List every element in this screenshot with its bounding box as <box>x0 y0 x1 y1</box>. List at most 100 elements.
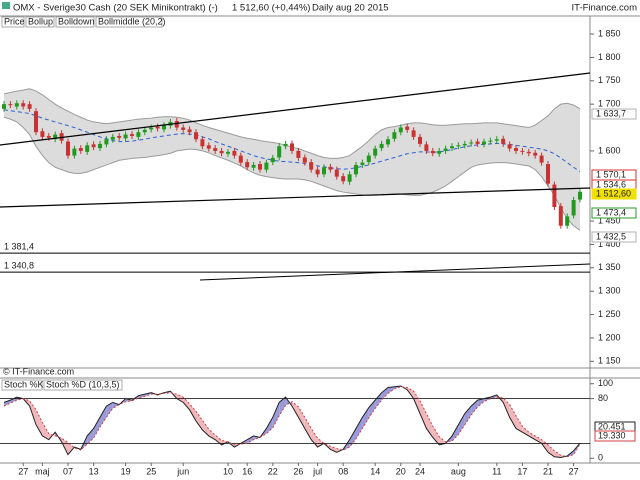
header-period: Daily aug 20 2015 <box>312 3 389 14</box>
candle <box>507 144 512 149</box>
candle <box>456 145 461 147</box>
stoch-fill <box>420 400 427 429</box>
stoch-fill <box>375 392 382 409</box>
candle <box>85 145 90 152</box>
candle <box>398 127 403 133</box>
candle <box>443 148 448 151</box>
candle <box>450 146 454 149</box>
stoch-fill <box>548 444 555 457</box>
candle <box>194 132 198 140</box>
candle <box>392 132 397 139</box>
stoch-fill <box>196 411 203 430</box>
candle <box>539 155 544 163</box>
header-title: OMX - Sverige30 Cash (20 SEK Minikontrak… <box>13 3 218 14</box>
candle <box>424 144 429 151</box>
candle <box>552 184 557 208</box>
candle <box>366 155 371 163</box>
legend-box <box>1 379 43 391</box>
candle <box>117 135 122 138</box>
candle <box>296 150 301 158</box>
value-label: 19.330 <box>598 430 626 440</box>
candle <box>302 157 307 163</box>
candle <box>104 139 109 145</box>
stoch-fill <box>458 413 465 435</box>
candle <box>437 150 442 154</box>
price-panel <box>2 88 582 231</box>
candle <box>315 169 320 175</box>
stoch-fill <box>272 402 280 428</box>
candle <box>238 155 243 163</box>
stoch-fill <box>368 400 376 419</box>
candle <box>578 191 582 200</box>
candle <box>462 143 467 146</box>
candle <box>162 125 166 130</box>
stoch-fill <box>317 438 324 448</box>
candle <box>226 151 230 154</box>
stoch-fill <box>439 436 446 445</box>
candle <box>558 206 563 226</box>
candle <box>475 141 480 144</box>
candle <box>21 103 26 107</box>
stoch-fill <box>87 428 94 445</box>
stoch-fill <box>311 428 318 448</box>
candle <box>277 146 282 158</box>
candle <box>187 129 192 133</box>
candle <box>155 126 160 129</box>
candle <box>14 103 19 107</box>
x-tick-label: maj <box>35 466 50 476</box>
stoch-fill <box>464 406 472 425</box>
legend-box <box>25 16 55 28</box>
y-tick-label: 1 800 <box>598 52 621 62</box>
stoch-line <box>3 385 581 459</box>
stoch-fill <box>432 426 440 445</box>
stoch-fill <box>189 403 196 421</box>
band-line <box>3 116 581 231</box>
x-tick-label: 13 <box>89 466 99 476</box>
price-flag <box>591 108 637 120</box>
x-tick-label: jul <box>312 466 322 476</box>
candle <box>411 130 416 137</box>
stoch-fill <box>138 394 145 398</box>
stoch-fill <box>100 406 107 427</box>
candle <box>328 166 333 170</box>
price-flag <box>591 207 637 219</box>
x-tick-label: aug <box>451 466 466 476</box>
x-tick-label: 08 <box>338 466 348 476</box>
stoch-fill <box>215 435 222 445</box>
legend-label: Price <box>4 16 25 26</box>
legend-label: Stoch %K <box>4 379 44 389</box>
y-tick-label: 1 600 <box>598 145 621 155</box>
x-tick-label: 22 <box>268 466 278 476</box>
stoch-fill <box>279 397 286 416</box>
candle <box>418 136 422 144</box>
candle <box>379 143 384 149</box>
stoch-fill <box>452 424 459 442</box>
candle <box>520 150 525 152</box>
candle <box>213 148 218 151</box>
candle <box>322 167 326 175</box>
watermark: © IT-Finance.com <box>3 366 74 376</box>
stoch-fill <box>68 442 75 455</box>
candle <box>174 120 179 128</box>
x-tick-label: 19 <box>121 466 131 476</box>
candle <box>341 176 346 182</box>
y-tick-label: 1 400 <box>598 239 621 249</box>
x-tick-label: 20 <box>396 466 406 476</box>
candle <box>181 127 186 130</box>
candle <box>571 200 576 216</box>
candle <box>72 148 77 156</box>
candle <box>78 148 83 151</box>
x-tick-label: 07 <box>63 466 73 476</box>
icon <box>2 2 10 9</box>
x-tick-label: jun <box>176 466 189 476</box>
trend-line <box>0 187 591 208</box>
candle <box>533 152 538 156</box>
stoch-fill <box>381 387 388 401</box>
stoch-fill <box>253 435 260 440</box>
candle <box>232 150 237 156</box>
value-label: 20.451 <box>598 421 626 431</box>
candle <box>91 144 96 148</box>
candle <box>34 111 38 133</box>
